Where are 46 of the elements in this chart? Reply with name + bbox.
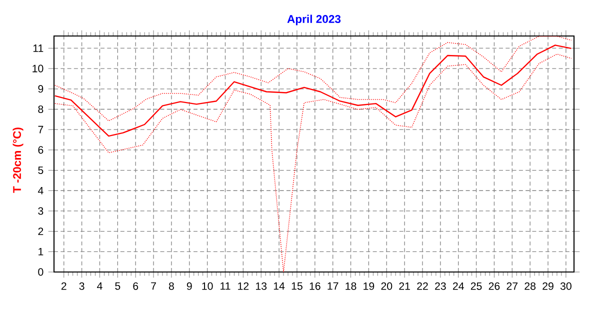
y-tick-label: 1 <box>38 248 44 256</box>
x-tick-label: 4 <box>97 282 102 290</box>
y-tick-label: 0 <box>38 268 44 276</box>
y-tick-label: 3 <box>38 207 44 215</box>
y-tick-label: 10 <box>32 64 44 72</box>
x-tick-label: 15 <box>292 282 302 290</box>
x-tick-label: 6 <box>133 282 138 290</box>
x-tick-label: 5 <box>115 282 120 290</box>
chart-title: April 2023 <box>287 14 341 26</box>
y-tick-label: 5 <box>38 166 44 174</box>
x-tick-label: 29 <box>542 282 554 290</box>
y-tick-label: 4 <box>38 186 44 194</box>
x-tick-label: 27 <box>506 282 518 290</box>
x-tick-label: 22 <box>417 282 428 290</box>
x-tick-label: 14 <box>274 282 285 290</box>
x-tick-label: 16 <box>310 282 320 290</box>
y-tick-label: 9 <box>38 85 44 93</box>
y-tick-label: 11 <box>33 44 44 52</box>
y-tick-label: 2 <box>38 228 44 236</box>
y-tick-label: 6 <box>38 146 44 154</box>
x-tick-label: 11 <box>220 282 230 290</box>
x-tick-label: 10 <box>202 282 213 290</box>
y-tick-label: 7 <box>38 126 44 134</box>
x-tick-label: 12 <box>238 282 249 290</box>
x-tick-label: 19 <box>364 282 374 290</box>
x-tick-label: 26 <box>488 282 500 290</box>
x-tick-label: 7 <box>151 282 156 290</box>
x-tick-label: 21 <box>399 282 410 290</box>
y-axis-title: T -20cm (°C) <box>12 128 24 193</box>
x-tick-label: 17 <box>328 282 338 290</box>
x-tick-label: 13 <box>256 282 267 290</box>
line-series <box>54 54 572 272</box>
x-tick-label: 2 <box>61 282 66 290</box>
line-series <box>54 44 572 137</box>
x-tick-label: 20 <box>381 282 392 290</box>
x-tick-label: 8 <box>168 282 174 290</box>
x-tick-label: 30 <box>560 282 572 290</box>
x-tick-label: 3 <box>79 282 84 290</box>
line-series <box>54 36 572 122</box>
x-tick-label: 28 <box>524 282 536 290</box>
x-tick-label: 18 <box>346 282 356 290</box>
x-tick-label: 23 <box>435 282 446 290</box>
x-tick-label: 25 <box>470 282 482 290</box>
x-tick-label: 9 <box>186 282 192 290</box>
x-tick-label: 24 <box>452 282 464 290</box>
y-tick-label: 8 <box>38 105 44 114</box>
